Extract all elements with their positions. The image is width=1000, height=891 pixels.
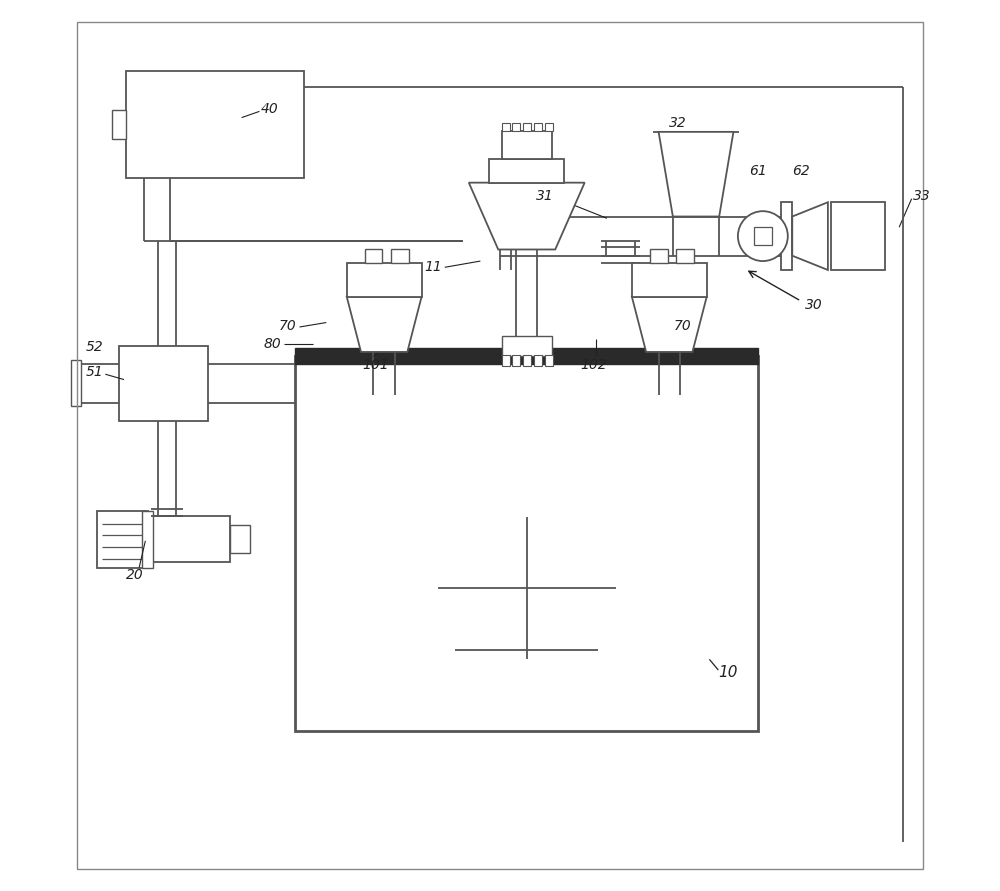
FancyBboxPatch shape — [502, 131, 552, 159]
Text: 40: 40 — [261, 102, 279, 116]
Text: 101: 101 — [362, 358, 389, 372]
Circle shape — [738, 211, 788, 261]
FancyBboxPatch shape — [534, 355, 542, 366]
Polygon shape — [469, 183, 585, 249]
FancyBboxPatch shape — [391, 249, 409, 263]
Text: 80: 80 — [264, 337, 282, 351]
Text: 32: 32 — [669, 116, 687, 130]
Text: 31: 31 — [536, 189, 553, 203]
FancyBboxPatch shape — [126, 71, 304, 178]
FancyBboxPatch shape — [545, 355, 553, 366]
FancyBboxPatch shape — [112, 110, 126, 139]
FancyBboxPatch shape — [831, 202, 885, 270]
FancyBboxPatch shape — [523, 123, 531, 131]
FancyBboxPatch shape — [97, 511, 148, 568]
FancyBboxPatch shape — [489, 159, 564, 183]
FancyBboxPatch shape — [632, 263, 707, 297]
FancyBboxPatch shape — [512, 123, 520, 131]
FancyBboxPatch shape — [365, 249, 382, 263]
FancyBboxPatch shape — [502, 355, 510, 366]
Polygon shape — [632, 297, 707, 352]
Text: 51: 51 — [86, 365, 104, 380]
FancyBboxPatch shape — [781, 202, 792, 270]
Text: 62: 62 — [792, 164, 810, 178]
FancyBboxPatch shape — [230, 525, 250, 553]
FancyBboxPatch shape — [295, 356, 758, 731]
Text: 11: 11 — [424, 260, 442, 274]
FancyBboxPatch shape — [295, 348, 758, 364]
FancyBboxPatch shape — [534, 123, 542, 131]
Polygon shape — [792, 202, 828, 270]
FancyBboxPatch shape — [119, 346, 208, 421]
Polygon shape — [347, 297, 422, 352]
Text: 52: 52 — [86, 340, 104, 355]
Text: 102: 102 — [580, 358, 607, 372]
FancyBboxPatch shape — [142, 511, 153, 568]
FancyBboxPatch shape — [754, 227, 772, 245]
Text: 20: 20 — [126, 568, 144, 582]
FancyBboxPatch shape — [545, 123, 553, 131]
FancyBboxPatch shape — [523, 355, 531, 366]
FancyBboxPatch shape — [676, 249, 694, 263]
FancyBboxPatch shape — [502, 336, 552, 356]
FancyBboxPatch shape — [650, 249, 668, 263]
Text: 33: 33 — [913, 189, 930, 203]
Text: 70: 70 — [279, 319, 297, 333]
Polygon shape — [659, 132, 733, 217]
FancyBboxPatch shape — [512, 355, 520, 366]
Text: 10: 10 — [718, 666, 738, 680]
Text: 70: 70 — [674, 319, 691, 333]
FancyBboxPatch shape — [347, 263, 422, 297]
Text: 61: 61 — [750, 164, 767, 178]
FancyBboxPatch shape — [502, 123, 510, 131]
FancyBboxPatch shape — [71, 360, 81, 406]
FancyBboxPatch shape — [148, 516, 230, 562]
Text: 30: 30 — [805, 298, 822, 312]
